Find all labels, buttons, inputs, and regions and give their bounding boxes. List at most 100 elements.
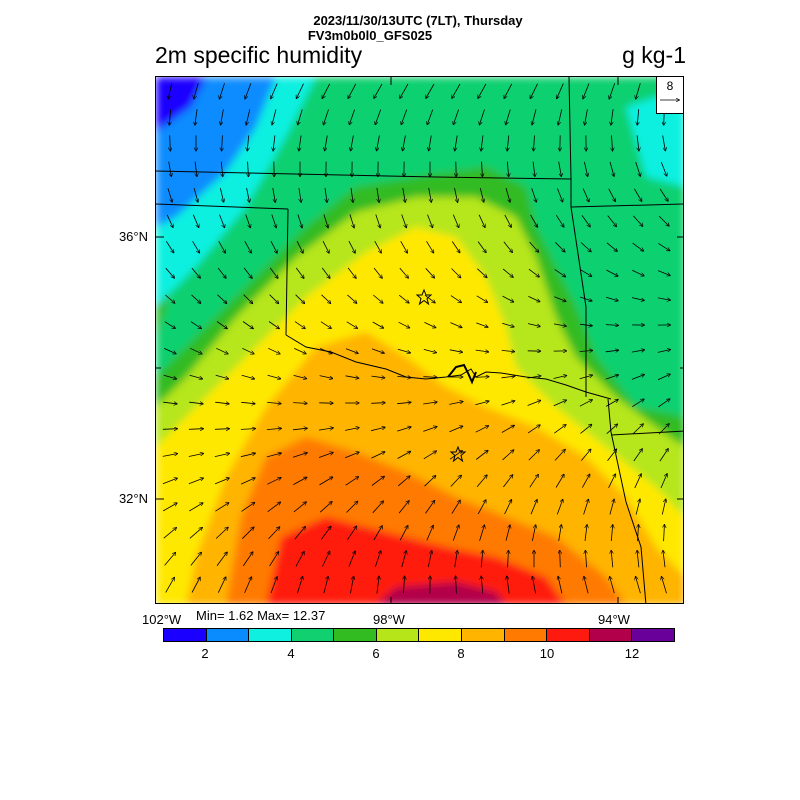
wind-arrow [397, 427, 411, 432]
wind-arrow [451, 500, 460, 514]
wind-arrow [554, 269, 566, 276]
wind-arrow [214, 453, 229, 457]
wind-arrow [268, 347, 279, 353]
wind-arrow [398, 294, 409, 303]
wind-arrow [584, 577, 589, 594]
wind-arrow [299, 135, 302, 151]
wind-arrow [610, 577, 615, 594]
wind-arrow [636, 83, 641, 99]
wind-arrow [272, 109, 277, 124]
wind-arrow [633, 215, 642, 226]
wind-arrow [242, 347, 253, 353]
wind-arrow [320, 527, 331, 540]
wind-arrow [195, 109, 198, 125]
wind-arrow [371, 427, 385, 432]
wind-arrow [554, 296, 565, 302]
wind-arrow [606, 269, 617, 276]
wind-arrow [533, 161, 535, 177]
wind-arrow [584, 525, 587, 542]
wind-arrow [371, 376, 385, 378]
fill-band-7 [156, 77, 276, 227]
wind-arrow [476, 322, 487, 327]
wind-arrow [478, 214, 485, 227]
wind-arrow [557, 83, 564, 99]
wind-arrow [248, 161, 249, 177]
wind-arrow [662, 577, 667, 594]
wind-arrow [374, 551, 380, 568]
wind-arrow [347, 526, 357, 540]
colorbar-swatch [547, 629, 590, 641]
wind-arrow [373, 526, 382, 541]
field-name: 2m specific humidity [155, 42, 363, 68]
wind-arrow [580, 425, 592, 434]
wind-arrow [582, 188, 589, 202]
wind-arrow [637, 109, 638, 125]
humidity-fill [156, 77, 683, 603]
wind-arrow [664, 525, 665, 542]
wind-arrow [450, 295, 461, 303]
wind-arrow [241, 503, 255, 512]
wind-arrow [215, 402, 229, 404]
wind-arrow [427, 551, 431, 568]
wind-vectors [162, 83, 670, 594]
wind-arrow [397, 376, 410, 377]
wind-arrow [504, 83, 513, 98]
wind-arrow [481, 135, 483, 150]
wind-arrow [585, 551, 586, 568]
wind-arrow [634, 188, 641, 201]
wind-arrow [192, 241, 200, 252]
colorbar-swatch [462, 629, 505, 641]
wind-arrow [246, 187, 250, 202]
wind-arrow [293, 375, 307, 378]
wind-arrow [638, 525, 639, 542]
wind-arrow [195, 161, 197, 177]
boundary-red-river [285, 334, 612, 400]
colorbar-label: 10 [539, 646, 555, 661]
wind-arrow [220, 83, 225, 98]
wind-arrow [319, 375, 333, 379]
wind-arrow [215, 374, 229, 379]
wind-arrow [165, 267, 174, 278]
wind-arrow [632, 269, 644, 275]
wind-arrow [532, 525, 535, 541]
wind-arrow [633, 449, 642, 462]
wind-arrow [345, 428, 359, 431]
wind-arrow [371, 348, 384, 353]
wind-arrow [558, 161, 562, 177]
map-panel [155, 76, 684, 604]
wind-arrow [631, 399, 644, 408]
wind-arrow [193, 187, 198, 202]
wind-arrow [555, 242, 564, 251]
wind-arrow [190, 553, 201, 566]
wind-arrow [245, 214, 251, 228]
colorbar-swatch [376, 629, 420, 641]
wind-arrow [403, 135, 406, 151]
wind-arrow [273, 135, 275, 150]
wind-arrow [268, 321, 279, 329]
wind-arrow [397, 402, 411, 403]
wind-arrow [188, 478, 203, 485]
wind-arrow [608, 474, 616, 488]
fill-band-8 [156, 77, 206, 132]
wind-arrow [583, 83, 590, 99]
wind-arrow [191, 294, 201, 303]
wind-arrow [555, 214, 563, 227]
wind-arrow [661, 499, 665, 515]
colorbar-swatch [504, 629, 548, 641]
wind-arrow [475, 426, 489, 433]
wind-arrow [479, 525, 485, 541]
min-max-stats: Min= 1.62 Max= 12.37 [196, 608, 326, 623]
wind-arrow [501, 376, 515, 378]
wind-arrow [423, 377, 436, 378]
wind-arrow [163, 528, 176, 539]
wind-arrow [374, 241, 381, 253]
wind-arrow [502, 295, 514, 302]
wind-arrow [350, 577, 353, 594]
wind-arrow [397, 452, 411, 459]
wind-arrow [609, 161, 614, 176]
wind-arrow [321, 294, 331, 303]
wind-arrow [632, 424, 643, 435]
wind-arrow [451, 268, 461, 278]
wind-arrow [527, 376, 541, 379]
wind-arrow [505, 187, 510, 202]
